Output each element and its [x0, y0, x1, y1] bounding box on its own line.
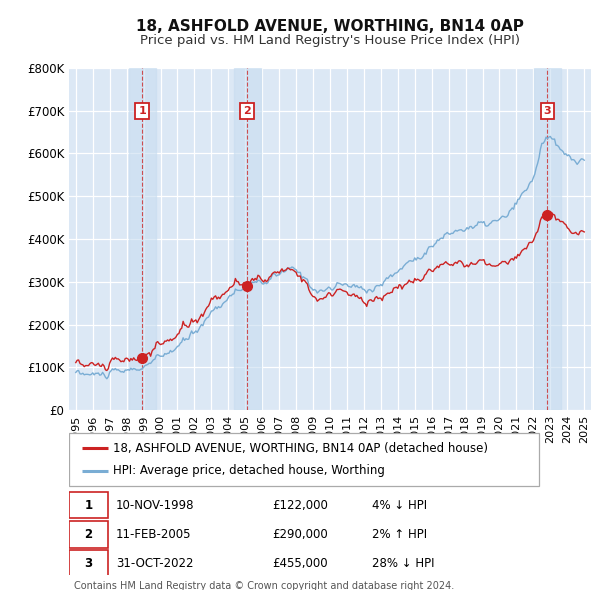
Text: £290,000: £290,000 — [272, 528, 328, 541]
Text: 10-NOV-1998: 10-NOV-1998 — [116, 499, 194, 512]
Text: 3: 3 — [544, 106, 551, 116]
Text: 18, ASHFOLD AVENUE, WORTHING, BN14 0AP: 18, ASHFOLD AVENUE, WORTHING, BN14 0AP — [136, 19, 524, 34]
Text: 11-FEB-2005: 11-FEB-2005 — [116, 528, 191, 541]
Text: £122,000: £122,000 — [272, 499, 328, 512]
Text: 31-OCT-2022: 31-OCT-2022 — [116, 557, 193, 570]
FancyBboxPatch shape — [69, 550, 108, 576]
Text: 3: 3 — [85, 557, 92, 570]
Bar — [234, 68, 261, 410]
Text: 18, ASHFOLD AVENUE, WORTHING, BN14 0AP (detached house): 18, ASHFOLD AVENUE, WORTHING, BN14 0AP (… — [113, 442, 488, 455]
Text: Price paid vs. HM Land Registry's House Price Index (HPI): Price paid vs. HM Land Registry's House … — [140, 34, 520, 47]
FancyBboxPatch shape — [69, 492, 108, 519]
Text: 28% ↓ HPI: 28% ↓ HPI — [372, 557, 434, 570]
Text: 2: 2 — [85, 528, 92, 541]
Text: 4% ↓ HPI: 4% ↓ HPI — [372, 499, 427, 512]
Text: HPI: Average price, detached house, Worthing: HPI: Average price, detached house, Wort… — [113, 464, 385, 477]
Bar — [534, 68, 561, 410]
Text: £455,000: £455,000 — [272, 557, 328, 570]
FancyBboxPatch shape — [69, 522, 108, 548]
Text: 1: 1 — [85, 499, 92, 512]
Bar — [128, 68, 156, 410]
Text: 2: 2 — [244, 106, 251, 116]
Text: 1: 1 — [139, 106, 146, 116]
FancyBboxPatch shape — [69, 432, 539, 486]
Text: 2% ↑ HPI: 2% ↑ HPI — [372, 528, 427, 541]
Text: Contains HM Land Registry data © Crown copyright and database right 2024.
This d: Contains HM Land Registry data © Crown c… — [74, 581, 454, 590]
